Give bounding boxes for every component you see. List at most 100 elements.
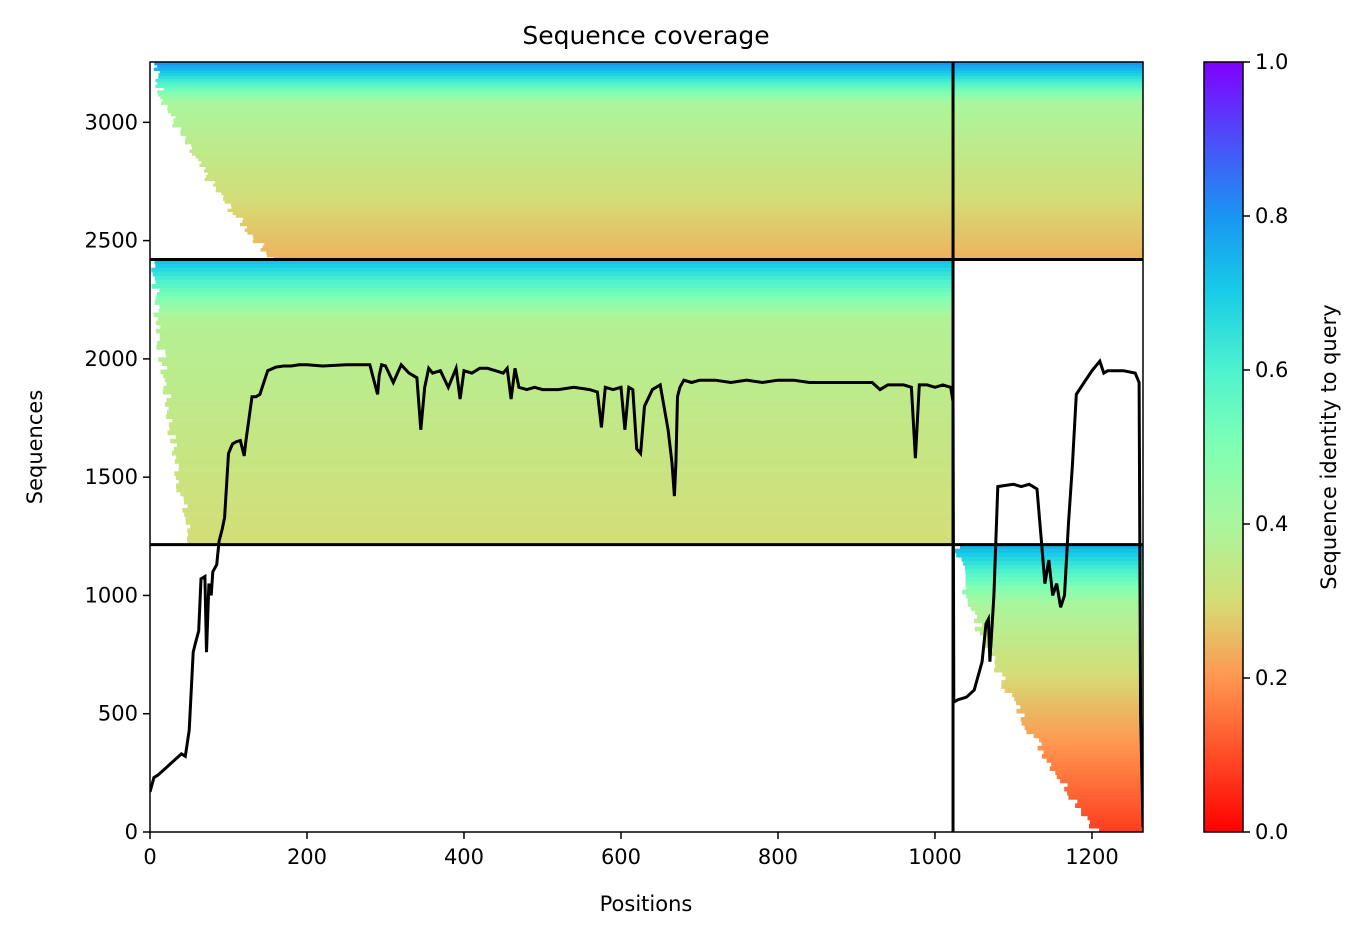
heatmap-row [1081,807,1143,813]
heatmap-row [176,442,953,448]
heatmap-row [1055,770,1143,776]
heatmap-row [178,463,953,468]
heatmap-row [963,561,1143,566]
heatmap-row [213,183,1143,187]
heatmap-row [230,203,1143,207]
heatmap-row [156,292,953,297]
heatmap-row [974,618,1143,624]
heatmap-row [1037,745,1143,751]
heatmap-row [1077,799,1143,804]
heatmap-row [165,349,953,354]
heatmap-row [158,93,1143,97]
y-tick-label: 3000 [85,110,138,134]
heatmap-row [1001,680,1143,685]
heatmap-row [994,659,1143,665]
heatmap-row [155,279,954,285]
heatmap-row [239,222,1143,227]
heatmap-row [167,107,1143,111]
heatmap-row [185,135,1143,139]
heatmap-row [180,132,1143,136]
heatmap-row [187,503,954,509]
heatmap-row [189,149,1143,153]
heatmap-row [227,208,1143,213]
heatmap-row [157,64,1143,69]
heatmap-row [167,430,953,436]
heatmap-row [964,565,1143,570]
heatmap-row [232,211,1143,215]
heatmap-row [223,197,1143,201]
heatmap-row [162,389,954,395]
heatmap-row [1067,782,1143,788]
y-tick-label: 0 [125,820,138,844]
heatmap-row [158,73,1143,77]
heatmap-row [1068,795,1143,800]
heatmap-row [168,406,954,411]
heatmap-row [224,200,1143,204]
heatmap-row [185,138,1143,142]
heatmap-row [170,112,1143,117]
heatmap-row [162,98,1143,103]
heatmap-row [191,152,1143,156]
colorbar-tick-label: 0.6 [1255,358,1288,382]
heatmap-row [176,455,954,460]
heatmap-row [266,253,1143,258]
heatmap-row [231,205,1143,210]
colorbar-title: Sequence identity to query [1317,304,1341,589]
heatmap-row [157,81,1143,86]
heatmap-row [1021,721,1143,726]
heatmap-row [1051,762,1143,767]
x-tick-label: 800 [758,845,798,869]
heatmap-row [198,157,1143,162]
heatmap-row [187,528,954,533]
heatmap-row [187,536,953,542]
heatmap-row [155,78,1143,83]
heatmap-row [172,418,954,423]
x-tick-label: 1000 [908,845,961,869]
heatmap-row [243,217,1143,221]
heatmap-row [181,126,1143,131]
heatmap-row [178,467,954,472]
heatmap-row [164,377,954,383]
heatmap-row [960,544,1143,550]
heatmap-row [983,639,1143,644]
heatmap-row [183,495,954,501]
x-tick-label: 600 [601,845,641,869]
heatmap-row [180,129,1143,134]
y-axis-title: Sequences [23,390,47,505]
heatmap-row [994,667,1143,673]
heatmap-row [159,304,954,309]
heatmap-row [1043,749,1143,755]
heatmap-row [154,275,954,281]
heatmap-row [192,146,1143,151]
heatmap-row [176,483,953,489]
heatmap-row [151,267,954,273]
chart-title: Sequence coverage [522,21,769,50]
heatmap-row [152,271,954,277]
heatmap-row [167,104,1143,108]
heatmap-row [153,312,954,318]
heatmap-row [175,475,953,481]
heatmap-row [252,234,1143,238]
heatmap-row [1002,671,1143,677]
heatmap-row [187,540,954,546]
heatmap-row [163,87,1143,91]
y-tick-label: 500 [98,702,138,726]
heatmap-row [153,67,1143,71]
y-tick-label: 2500 [85,229,138,253]
heatmap-row [262,245,1143,249]
heatmap-row [159,288,953,293]
colorbar-tick-label: 0.4 [1255,512,1288,536]
heatmap-row [1005,676,1143,681]
heatmap-row [201,160,1143,165]
heatmap-row [159,336,953,342]
heatmap-row [191,143,1143,148]
heatmap-row [966,593,1143,599]
heatmap-row [982,622,1143,628]
heatmap-row [1016,708,1143,714]
heatmap-row [184,141,1143,145]
heatmap-row [154,259,954,265]
heatmap-row [176,487,954,493]
colorbar-tick-label: 0.8 [1255,204,1288,228]
heatmap-row [1075,803,1143,808]
heatmap-row [168,110,1143,114]
